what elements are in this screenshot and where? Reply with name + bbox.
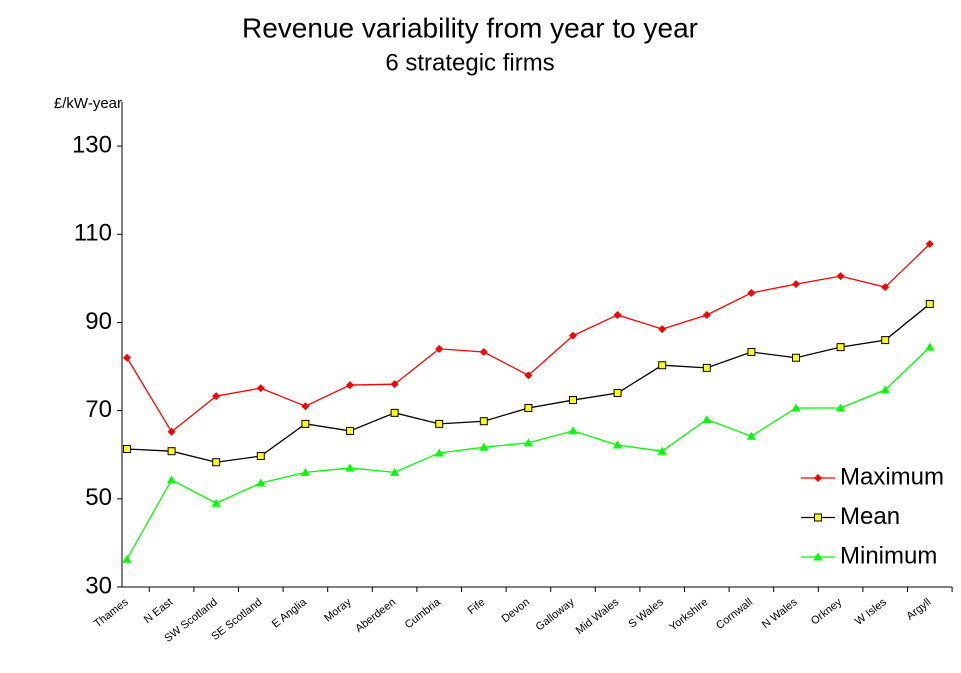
point	[613, 389, 622, 397]
x-tick-label: Yorkshire	[667, 596, 710, 633]
x-tick-label: N Wales	[760, 596, 800, 631]
point	[702, 310, 711, 319]
y-tick-label: 110	[74, 220, 112, 247]
point	[123, 444, 131, 453]
legend-marker	[814, 513, 822, 522]
series-line	[126, 243, 931, 433]
point	[479, 417, 488, 426]
point	[836, 343, 845, 352]
point	[345, 463, 355, 472]
point	[167, 427, 176, 436]
x-tick-label: N East	[142, 596, 175, 626]
point	[836, 403, 846, 412]
point	[256, 452, 265, 461]
point	[657, 446, 667, 455]
y-tick-label: 70	[85, 396, 112, 423]
point	[479, 347, 488, 356]
x-tick-label: Cumbria	[403, 596, 444, 632]
point	[300, 467, 310, 476]
x-tick-label: Fife	[466, 596, 488, 617]
point	[880, 385, 890, 394]
point	[435, 344, 444, 353]
x-tick-label: Moray	[322, 596, 354, 625]
point	[613, 310, 622, 319]
y-tick-label: 90	[85, 308, 112, 335]
point	[301, 419, 310, 428]
point	[346, 426, 354, 435]
point	[524, 403, 533, 412]
point	[346, 381, 354, 390]
point	[123, 353, 131, 362]
point	[569, 331, 577, 340]
x-tick-label: Thames	[92, 596, 131, 630]
x-tick-label: Orkney	[809, 596, 845, 628]
point	[925, 299, 934, 308]
point	[167, 475, 177, 484]
point	[925, 342, 935, 351]
point	[792, 353, 800, 362]
point	[836, 272, 845, 281]
chart-title: Revenue variability from year to year	[242, 12, 698, 43]
legend-label: Minimum	[840, 542, 937, 569]
point	[747, 347, 756, 356]
point	[122, 554, 132, 563]
legend-label: Mean	[840, 503, 900, 530]
point	[747, 288, 756, 297]
x-tick-label: Cornwall	[714, 596, 755, 632]
point	[167, 447, 176, 456]
point	[658, 361, 667, 370]
x-tick-label: E Anglia	[270, 596, 310, 631]
point	[524, 371, 533, 380]
point	[301, 402, 310, 411]
point	[792, 280, 800, 289]
point	[568, 426, 578, 435]
point	[390, 408, 399, 417]
point	[791, 403, 801, 412]
point	[702, 414, 712, 423]
legend-label: Maximum	[840, 463, 944, 490]
point	[613, 440, 623, 449]
point	[746, 431, 756, 440]
point	[881, 283, 890, 292]
y-tick-label: 130	[72, 131, 112, 158]
y-tick-label: 30	[85, 572, 112, 599]
point	[390, 467, 400, 476]
point	[434, 448, 444, 457]
point	[212, 458, 221, 467]
point	[881, 336, 890, 345]
point	[256, 478, 266, 487]
x-tick-label: Devon	[500, 596, 532, 625]
point	[435, 419, 444, 428]
x-tick-label: S Wales	[626, 596, 666, 631]
x-tick-label: W Isles	[853, 596, 889, 628]
x-tick-label: Argyll	[904, 596, 933, 622]
point	[256, 384, 265, 393]
point	[658, 325, 667, 334]
point	[925, 239, 934, 248]
point	[702, 363, 711, 372]
point	[212, 392, 221, 401]
chart-subtitle: 6 strategic firms	[385, 49, 554, 76]
point	[211, 498, 221, 507]
point	[569, 396, 577, 405]
x-tick-label: Aberdeen	[353, 596, 398, 635]
point	[523, 438, 533, 447]
point	[390, 380, 399, 389]
y-axis-label: £/kW-year	[54, 95, 122, 112]
legend-marker	[813, 552, 823, 561]
x-tick-label: Mid Wales	[574, 596, 622, 637]
x-tick-label: Galloway	[534, 596, 577, 634]
legend-marker	[814, 474, 822, 482]
y-tick-label: 50	[85, 484, 112, 511]
point	[479, 442, 489, 451]
